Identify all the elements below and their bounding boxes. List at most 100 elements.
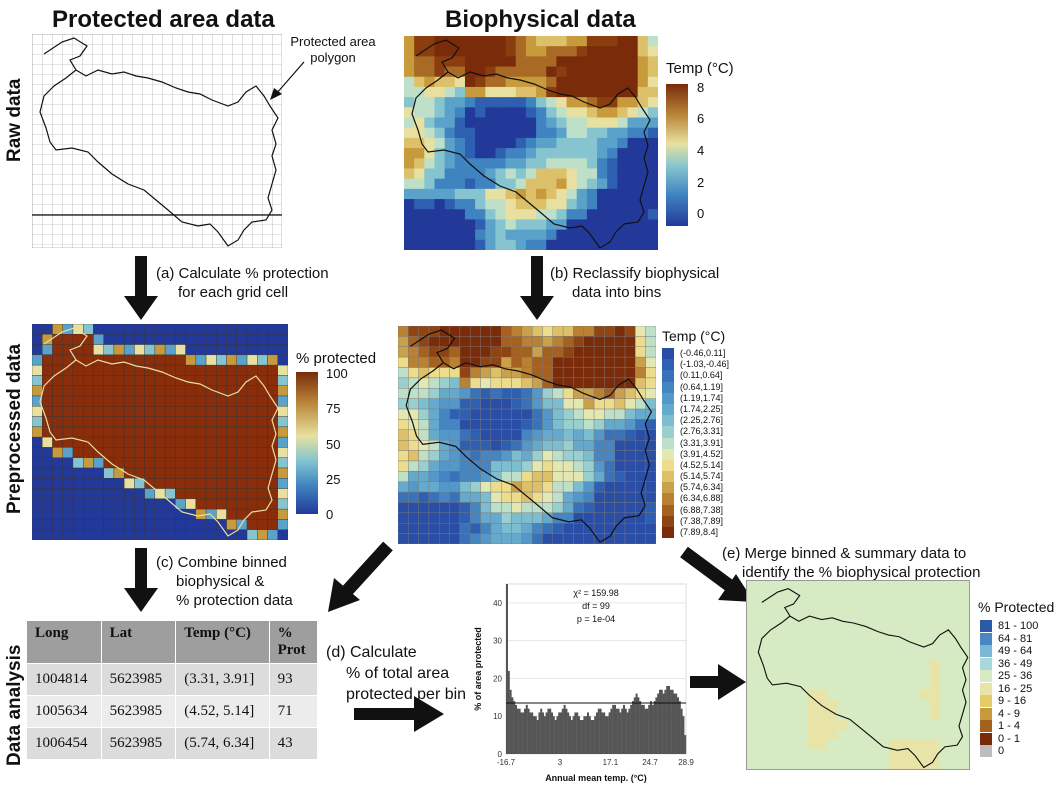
histogram-bar [579, 720, 582, 754]
table-cell: 5623985 [100, 663, 177, 696]
histogram-bar [540, 708, 543, 754]
merged-protection-map [746, 580, 970, 770]
legend-label: 16 - 25 [998, 682, 1033, 695]
table-cell: (4.52, 5.14] [175, 695, 270, 728]
final-legend-item: 0 - 1 [980, 732, 1038, 746]
final-legend-item: 25 - 36 [980, 670, 1038, 683]
legend-label: (4.52,5.14] [680, 459, 724, 470]
binned-temperature-raster [398, 326, 656, 544]
bins-legend-item: (3.31,3.91] [662, 437, 729, 449]
histogram-bar [545, 712, 548, 754]
histogram-bar [628, 708, 631, 754]
histogram-bar [572, 716, 575, 754]
histogram-bar [533, 716, 535, 754]
legend-swatch [662, 381, 674, 393]
bins-legend-item: (7.38,7.89] [662, 515, 729, 527]
final-legend-item: 36 - 49 [980, 657, 1038, 671]
histogram-bar [646, 708, 649, 754]
histogram-bar [556, 716, 559, 754]
stat-label: df = 99 [582, 601, 610, 611]
x-tick-label: -16.7 [497, 758, 516, 767]
legend-label: (2.25,2.76] [680, 415, 724, 426]
histogram-bar [608, 712, 611, 754]
legend-swatch [980, 695, 992, 708]
bins-legend-item: (5.14,5.74] [662, 471, 729, 483]
histogram-bar [549, 708, 552, 754]
step-d-label: (d) Calculate% of total area protected pe… [326, 644, 467, 703]
bins-legend-item: (1.74,2.25] [662, 403, 729, 416]
histogram-bar [666, 686, 669, 754]
histogram-bar [529, 712, 532, 754]
histogram-bar [614, 704, 616, 754]
histogram-bar [590, 720, 593, 754]
legend-label: (1.19,1.74] [680, 392, 724, 403]
legend-swatch [980, 682, 992, 695]
histogram-bar [596, 712, 598, 754]
histogram-bar [601, 712, 604, 754]
legend-label: 64 - 81 [998, 632, 1033, 645]
protected-legend-tick: 100 [326, 366, 348, 381]
protected-legend-colorbar [296, 372, 318, 514]
bins-legend-item: (5.74,6.34] [662, 482, 729, 494]
table-cell: 71 [268, 695, 319, 728]
table-cell: 1005634 [26, 695, 102, 728]
histogram-bar [641, 704, 643, 754]
x-tick-label: 24.7 [642, 758, 658, 767]
legend-swatch [662, 448, 674, 460]
histogram-bar [570, 720, 573, 754]
temp-legend-colorbar [666, 84, 688, 226]
legend-label: (1.74,2.25] [680, 403, 724, 414]
histogram-bar [538, 712, 541, 754]
histogram-bar [581, 720, 584, 754]
legend-label: 4 - 9 [998, 707, 1021, 720]
legend-label: 49 - 64 [998, 645, 1033, 658]
temp-legend-title: Temp (°C) [666, 60, 734, 77]
legend-label: (7.38,7.89] [680, 515, 724, 526]
protected-area-outline [411, 39, 651, 249]
final-legend-item: 9 - 16 [980, 695, 1038, 708]
legend-swatch [662, 504, 674, 516]
legend-swatch [980, 707, 992, 720]
arrow-c [124, 548, 158, 612]
y-axis-label: % of area protected [473, 627, 483, 711]
legend-label: (6.34,6.88] [680, 493, 724, 504]
preprocessed-protection-raster [32, 324, 288, 540]
legend-swatch [662, 403, 674, 416]
histogram-bar [642, 704, 645, 754]
legend-label: 25 - 36 [998, 670, 1033, 683]
legend-label: (7.89,8.4] [680, 527, 719, 537]
histogram-bar [677, 697, 679, 754]
histogram-bar [615, 708, 618, 754]
legend-swatch [980, 632, 992, 645]
histogram-bar [675, 693, 678, 754]
arrow-to-table [328, 541, 393, 612]
histogram-bar [507, 670, 510, 754]
histogram-bar [612, 704, 615, 754]
legend-label: (-0.46,0.11] [680, 348, 726, 358]
legend-swatch [662, 415, 674, 427]
histogram-bar [511, 697, 514, 754]
legend-swatch [980, 620, 992, 633]
histogram-bar [516, 708, 519, 754]
histogram-bar [639, 701, 642, 754]
legend-label: 81 - 100 [998, 620, 1039, 633]
protected-legend-tick: 0 [326, 507, 334, 522]
arrow-to-merged-map [680, 546, 754, 602]
histogram-bar [531, 712, 534, 754]
histogram-bar [623, 704, 625, 754]
histogram-bar [594, 716, 597, 754]
x-tick-label: 3 [558, 758, 563, 767]
histogram-bar [576, 712, 579, 754]
legend-label: (3.91,4.52] [680, 448, 724, 459]
step-a-label: (a) Calculate % protection for each grid … [156, 265, 329, 301]
histogram-bar [551, 712, 553, 754]
arrow-b [520, 256, 554, 320]
histogram-bar [518, 708, 521, 754]
final-legend-item: 1 - 4 [980, 720, 1038, 733]
legend-swatch [980, 645, 992, 658]
histogram-bar [657, 693, 660, 754]
histogram-bar [673, 693, 676, 754]
table-cell: 5623985 [100, 727, 177, 760]
temp-legend-tick: 8 [697, 80, 705, 95]
raw-grid-map [32, 34, 282, 248]
